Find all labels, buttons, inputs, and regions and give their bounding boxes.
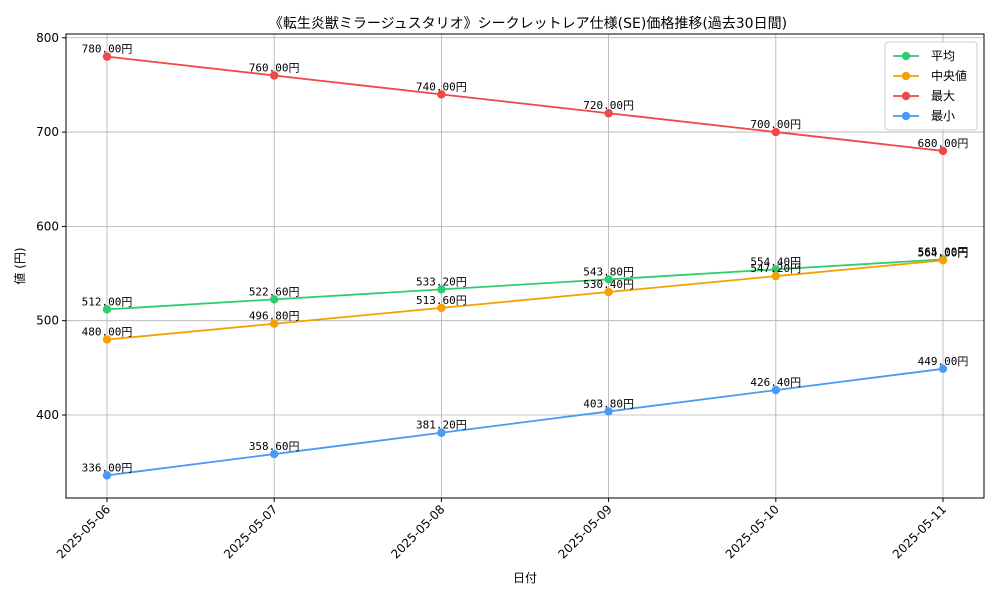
- data-label: 780.00円: [82, 43, 133, 56]
- y-tick-label: 500: [36, 314, 59, 328]
- series-group: 336.00円 358.60円 381.20円 403.80円 426.40円 449.0…: [82, 355, 969, 480]
- series-line: [106, 55, 944, 152]
- data-label: 554.40円: [750, 255, 801, 268]
- data-label: 740.00円: [416, 80, 467, 93]
- data-label: 480.00円: [82, 326, 133, 339]
- series-group: 480.00円 496.80円 513.60円 530.40円 547.20円 564.0…: [82, 246, 969, 344]
- legend-entry: 中央値: [931, 68, 967, 83]
- series-line: [106, 259, 944, 341]
- legend-marker: [901, 111, 911, 121]
- series-line: [106, 367, 944, 477]
- data-label: 522.60円: [249, 285, 300, 298]
- y-tick-label: 600: [36, 219, 59, 233]
- series-group: 780.00円 760.00円 740.00円 720.00円 700.00円 680.0…: [82, 43, 969, 156]
- data-point: [270, 295, 279, 304]
- x-tick-label: 2025-05-10: [723, 502, 782, 561]
- data-point: [604, 109, 613, 118]
- data-label: 680.00円: [918, 137, 969, 150]
- y-tick-label: 800: [36, 31, 59, 45]
- data-point: [771, 265, 780, 274]
- data-point: [771, 271, 780, 281]
- data-label: 543.80円: [583, 265, 634, 278]
- data-point: [437, 428, 446, 437]
- data-label: 533.20円: [416, 275, 467, 288]
- data-label: 513.60円: [416, 294, 467, 307]
- data-point: [771, 385, 780, 395]
- legend-marker: [901, 51, 911, 61]
- x-axis-label: 日付: [513, 571, 537, 585]
- data-point: [102, 305, 112, 314]
- y-tick-label: 700: [36, 125, 59, 139]
- data-point: [437, 285, 446, 294]
- data-label: 700.00円: [750, 118, 801, 131]
- data-point: [102, 52, 112, 61]
- data-point: [771, 127, 780, 137]
- data-point: [604, 275, 613, 284]
- x-tick-label: 2025-05-08: [388, 502, 447, 561]
- data-label: 530.40円: [583, 278, 634, 291]
- data-point: [102, 335, 112, 344]
- plot-frame: [65, 33, 985, 499]
- y-tick-label: 400: [36, 408, 59, 422]
- series-line: [106, 258, 944, 311]
- x-tick-label: 2025-05-06: [54, 502, 113, 561]
- data-point: [270, 71, 279, 80]
- data-point: [604, 407, 613, 416]
- data-point: [270, 449, 279, 459]
- data-point: [102, 471, 112, 480]
- series-layer: 512.00円 522.60円 533.20円 543.80円 554.40円 565.0…: [82, 43, 969, 480]
- data-label: 381.20円: [416, 419, 467, 432]
- data-point: [604, 287, 613, 297]
- data-label: 565.00円: [918, 245, 969, 258]
- x-tick-label: 2025-05-09: [556, 502, 615, 561]
- chart-title: 《転生炎獣ミラージュスタリオ》シークレットレア仕様(SE)価格推移(過去30日間…: [269, 16, 787, 32]
- data-point: [437, 303, 446, 313]
- data-label: 512.00円: [82, 295, 133, 308]
- data-label: 358.60円: [249, 440, 300, 453]
- data-point: [938, 146, 948, 156]
- legend-entry: 最大: [931, 89, 955, 103]
- data-point: [437, 90, 446, 99]
- data-point: [938, 256, 948, 265]
- legend-marker: [901, 71, 911, 81]
- legend-marker: [901, 91, 911, 101]
- data-label: 760.00円: [249, 61, 300, 74]
- y-axis-ticks: 400 500 600 700 800: [36, 31, 66, 422]
- legend-box: [884, 41, 978, 131]
- x-axis-ticks: 2025-05-06 2025-05-07 2025-05-08 2025-05-09…: [54, 498, 949, 561]
- data-label: 426.40円: [750, 376, 801, 389]
- data-point: [938, 364, 948, 373]
- legend-entry: 最小: [931, 109, 955, 123]
- data-point: [270, 319, 279, 328]
- x-tick-label: 2025-05-11: [890, 502, 949, 561]
- data-label: 496.80円: [249, 310, 300, 323]
- data-label: 403.80円: [583, 397, 634, 410]
- data-label: 720.00円: [583, 99, 634, 112]
- legend-entry: 平均: [931, 49, 955, 63]
- series-group: 512.00円 522.60円 533.20円 543.80円 554.40円 565.0…: [82, 245, 969, 314]
- data-label: 564.00円: [918, 246, 969, 259]
- data-label: 547.20円: [750, 262, 801, 275]
- data-label: 449.00円: [918, 355, 969, 368]
- data-label: 336.00円: [82, 461, 133, 474]
- x-tick-label: 2025-05-07: [221, 502, 280, 561]
- y-axis-label: 値 (円): [12, 247, 27, 284]
